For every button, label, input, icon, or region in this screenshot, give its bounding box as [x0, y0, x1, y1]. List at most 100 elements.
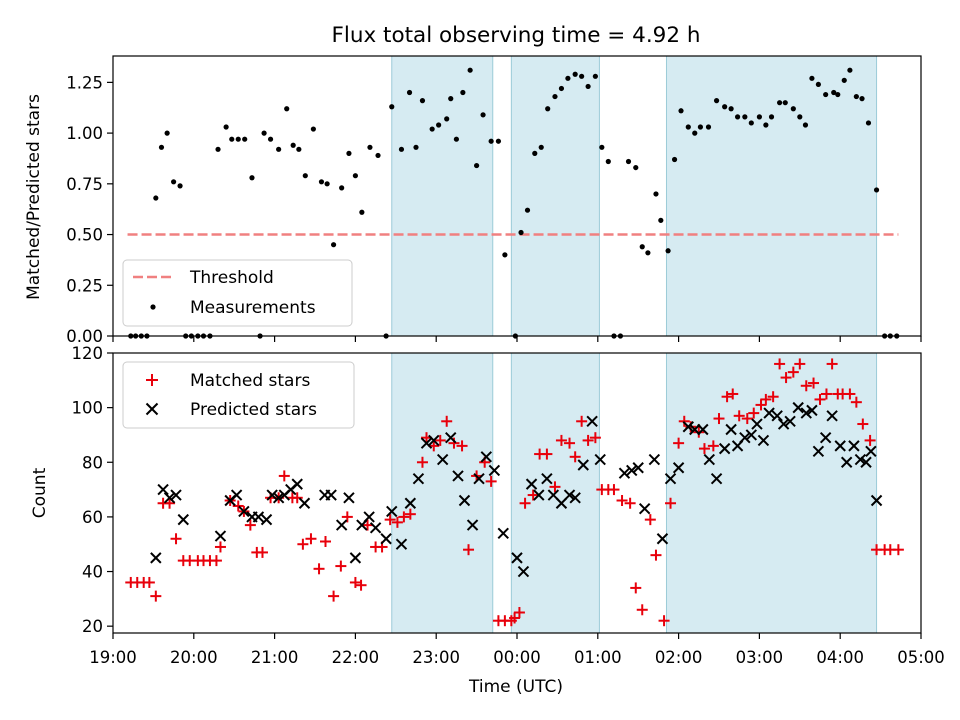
matched-star-point [673, 437, 685, 449]
matched-star-point [416, 456, 428, 468]
matched-star-point [698, 443, 710, 455]
matched-star-point [864, 434, 876, 446]
predicted-star-point [648, 453, 661, 466]
matched-star-point [164, 497, 176, 509]
top-y-tick-label: 1.25 [66, 73, 103, 92]
top-y-tick-label: 1.00 [66, 124, 103, 143]
measurement-point [436, 122, 442, 128]
matched-star-point [658, 615, 670, 627]
matched-star-point [721, 391, 733, 403]
measurement-point [223, 124, 229, 130]
x-tick-label: 21:00 [251, 648, 299, 667]
x-tick-label: 22:00 [332, 648, 380, 667]
matched-star-point [214, 541, 226, 553]
bottom-legend-box [122, 361, 355, 429]
predicted-star-point [806, 404, 818, 417]
measurement-point [763, 122, 769, 128]
measurement-point [242, 136, 248, 142]
matched-star-point [456, 440, 468, 452]
matched-star-point [210, 555, 222, 567]
predicted-star-point [511, 552, 523, 564]
measurement-point [777, 100, 783, 106]
matched-star-point [541, 448, 553, 460]
matched-star-point [774, 358, 786, 370]
predicted-star-point [298, 497, 311, 509]
predicted-star-point [517, 565, 530, 578]
measurement-point [692, 130, 698, 136]
x-tick-label: 00:00 [493, 648, 541, 667]
matched-star-point [582, 434, 594, 446]
predicted-star-point [718, 442, 731, 455]
predicted-star-point [870, 494, 883, 507]
bottom-legend: Matched stars Predicted stars [122, 361, 355, 429]
predicted-star-point [252, 511, 265, 523]
top-y-axis-label: Matched/Predicted stars [24, 94, 44, 300]
matched-star-point [335, 560, 347, 572]
predicted-star-point [739, 431, 751, 444]
predicted-star-point [656, 533, 669, 545]
predicted-star-point [458, 494, 471, 507]
predicted-star-point [436, 453, 449, 466]
predicted-star-point [445, 431, 457, 444]
measurement-point [267, 136, 274, 142]
matched-star-point [341, 511, 353, 523]
measurement-point [823, 91, 829, 98]
predicted-star-point [725, 423, 737, 436]
measurement-point [678, 108, 684, 114]
predicted-star-point [163, 492, 176, 504]
matched-star-point [463, 544, 475, 556]
measurement-point [605, 158, 611, 165]
matched-star-point [707, 440, 719, 452]
top-measurement-points [128, 67, 900, 339]
measurement-point [841, 77, 847, 83]
matched-star-point [391, 516, 403, 528]
top-y-axis: 0.00 0.25 0.50 0.75 1.00 1.25 [66, 73, 113, 346]
x-tick-label: 23:00 [412, 648, 460, 667]
matched-star-point [808, 377, 820, 389]
measurement-point [685, 124, 691, 130]
predicted-star-point [369, 522, 382, 534]
matched-star-point [787, 366, 799, 378]
measurement-point [790, 106, 796, 112]
matched-star-point [665, 497, 677, 509]
measurement-point [665, 248, 671, 254]
predicted-star-point [840, 456, 853, 468]
measurement-point [565, 75, 571, 81]
measurement-point [658, 217, 664, 223]
matched-star-point [727, 388, 739, 400]
predicted-star-point [272, 492, 285, 504]
measurement-point [728, 106, 734, 112]
predicted-star-point [792, 401, 804, 414]
legend-measurements-label: Measurements [190, 298, 316, 318]
predicted-star-point [594, 453, 606, 466]
measurement-point [284, 106, 290, 112]
top-y-tick-label: 0.00 [66, 327, 103, 346]
predicted-star-point [238, 505, 250, 518]
predicted-star-point [452, 470, 464, 482]
matched-star-point [355, 579, 367, 591]
matched-star-point [748, 407, 760, 419]
predicted-star-point [386, 505, 398, 518]
predicted-star-point [632, 462, 644, 474]
measurement-point [722, 104, 728, 110]
measurement-point [809, 75, 815, 81]
measurement-point [296, 146, 302, 152]
predicted-star-point [412, 472, 425, 485]
predicted-star-point [757, 434, 770, 447]
measurement-point [398, 146, 405, 152]
predicted-star-point [618, 467, 631, 479]
top-shaded-interval-1 [510, 55, 600, 337]
matched-star-point [794, 358, 806, 370]
predicted-star-point [826, 410, 838, 422]
measurement-point [480, 112, 486, 118]
measurement-point [318, 179, 325, 185]
matched-star-point [278, 470, 290, 482]
top-shaded-interval-2 [665, 55, 878, 337]
measurement-point [768, 114, 775, 120]
matched-star-point [624, 497, 636, 509]
matched-star-point [305, 533, 317, 545]
measurement-point [324, 181, 330, 187]
x-tick-label: 20:00 [170, 648, 218, 667]
matched-star-point [555, 434, 567, 446]
matched-star-point [297, 538, 309, 550]
